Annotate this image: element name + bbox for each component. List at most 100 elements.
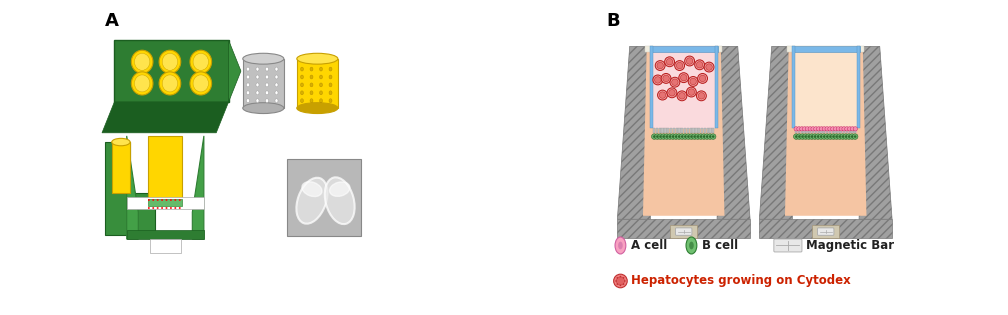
Ellipse shape xyxy=(159,50,180,73)
Bar xyxy=(649,46,653,128)
Circle shape xyxy=(695,134,701,139)
Circle shape xyxy=(620,284,621,286)
Circle shape xyxy=(655,60,665,71)
Bar xyxy=(658,128,661,133)
Bar xyxy=(797,128,800,133)
Circle shape xyxy=(615,280,617,282)
Polygon shape xyxy=(785,46,867,216)
Circle shape xyxy=(831,134,837,139)
Circle shape xyxy=(700,135,702,138)
Ellipse shape xyxy=(325,177,355,224)
Circle shape xyxy=(854,135,857,138)
Circle shape xyxy=(679,134,685,139)
Circle shape xyxy=(695,60,705,70)
Ellipse shape xyxy=(131,50,153,73)
Circle shape xyxy=(662,135,665,138)
Ellipse shape xyxy=(300,83,303,87)
Circle shape xyxy=(676,134,681,139)
Ellipse shape xyxy=(247,67,250,71)
Circle shape xyxy=(834,134,840,139)
Bar xyxy=(649,46,718,52)
Text: Hepatocytes growing on Cytodex: Hepatocytes growing on Cytodex xyxy=(631,274,851,288)
Ellipse shape xyxy=(265,75,268,79)
Ellipse shape xyxy=(310,67,313,71)
Bar xyxy=(794,128,857,129)
Bar xyxy=(843,128,845,133)
Bar xyxy=(840,128,843,133)
Bar xyxy=(692,128,695,133)
Circle shape xyxy=(694,135,696,138)
Circle shape xyxy=(804,135,806,138)
Bar xyxy=(148,199,182,206)
Polygon shape xyxy=(112,142,130,193)
Bar xyxy=(707,128,709,133)
Ellipse shape xyxy=(194,75,209,92)
Ellipse shape xyxy=(275,91,278,95)
Circle shape xyxy=(688,89,695,95)
Circle shape xyxy=(688,134,695,139)
Polygon shape xyxy=(717,46,750,219)
Circle shape xyxy=(802,127,806,131)
Bar xyxy=(791,46,794,128)
FancyBboxPatch shape xyxy=(675,228,691,235)
Ellipse shape xyxy=(310,75,313,79)
Circle shape xyxy=(837,134,843,139)
Circle shape xyxy=(676,62,682,69)
Bar xyxy=(821,128,823,133)
Bar xyxy=(296,59,338,108)
Bar xyxy=(243,59,284,108)
Bar xyxy=(817,128,820,133)
Ellipse shape xyxy=(256,75,259,79)
Bar xyxy=(704,128,706,133)
Polygon shape xyxy=(643,46,725,216)
Bar xyxy=(715,46,718,128)
Circle shape xyxy=(677,135,680,138)
Circle shape xyxy=(828,134,834,139)
Circle shape xyxy=(813,135,816,138)
Bar xyxy=(787,46,864,52)
Ellipse shape xyxy=(275,75,278,79)
Circle shape xyxy=(678,73,688,83)
Circle shape xyxy=(666,59,672,65)
Ellipse shape xyxy=(329,67,332,71)
Bar xyxy=(824,128,826,133)
Ellipse shape xyxy=(256,99,259,103)
Ellipse shape xyxy=(320,67,323,71)
Bar xyxy=(127,197,204,209)
Bar xyxy=(653,128,715,129)
Circle shape xyxy=(623,283,624,285)
Circle shape xyxy=(623,277,624,279)
Ellipse shape xyxy=(310,99,313,103)
Circle shape xyxy=(689,78,697,85)
Circle shape xyxy=(671,135,674,138)
Circle shape xyxy=(825,127,830,131)
Bar xyxy=(814,128,817,133)
Bar xyxy=(649,46,718,128)
Bar xyxy=(150,239,180,253)
Ellipse shape xyxy=(296,53,338,64)
Circle shape xyxy=(825,134,830,139)
Circle shape xyxy=(851,135,854,138)
Circle shape xyxy=(798,135,800,138)
Circle shape xyxy=(833,135,835,138)
Ellipse shape xyxy=(247,75,250,79)
Circle shape xyxy=(708,134,713,139)
Bar xyxy=(664,128,666,133)
Ellipse shape xyxy=(247,99,250,103)
Bar xyxy=(791,46,860,128)
Circle shape xyxy=(850,134,855,139)
Ellipse shape xyxy=(320,99,323,103)
Ellipse shape xyxy=(243,103,284,113)
Circle shape xyxy=(703,135,706,138)
Circle shape xyxy=(673,134,678,139)
FancyBboxPatch shape xyxy=(817,228,834,235)
Circle shape xyxy=(793,134,799,139)
Circle shape xyxy=(846,134,852,139)
Circle shape xyxy=(815,134,821,139)
Circle shape xyxy=(700,75,706,82)
Circle shape xyxy=(706,135,709,138)
Ellipse shape xyxy=(162,53,177,70)
Ellipse shape xyxy=(329,99,332,103)
Circle shape xyxy=(674,60,684,71)
Circle shape xyxy=(839,127,844,131)
